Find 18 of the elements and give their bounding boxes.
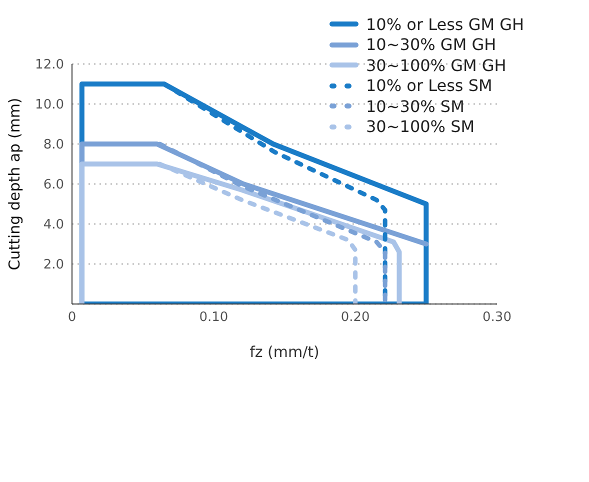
y-tick-label: 10.0 (35, 98, 64, 113)
y-tick-label: 6.0 (43, 178, 64, 193)
x-tick-label: 0.10 (199, 310, 228, 326)
y-tick-label: 2.0 (43, 258, 64, 273)
x-axis-title: fz (mm/t) (250, 343, 320, 361)
x-tick-label: 0.30 (482, 310, 512, 326)
legend-label: 10~30% SM (366, 96, 464, 116)
legend-label: 10% or Less GM GH (366, 14, 524, 34)
legend-label: 30~100% SM (366, 117, 475, 136)
y-tick-label: 8.0 (43, 138, 64, 153)
y-tick-label: 12.0 (35, 58, 64, 73)
legend-label: 10~30% GM GH (366, 35, 496, 54)
legend-label: 30~100% GM GH (366, 56, 506, 75)
x-tick-label: 0 (68, 310, 76, 326)
x-tick-label: 0.20 (340, 310, 370, 326)
y-tick-label: 4.0 (43, 218, 64, 233)
y-axis-title: Cutting depth ap (mm) (5, 98, 24, 270)
legend-label: 10% or Less SM (366, 76, 492, 96)
